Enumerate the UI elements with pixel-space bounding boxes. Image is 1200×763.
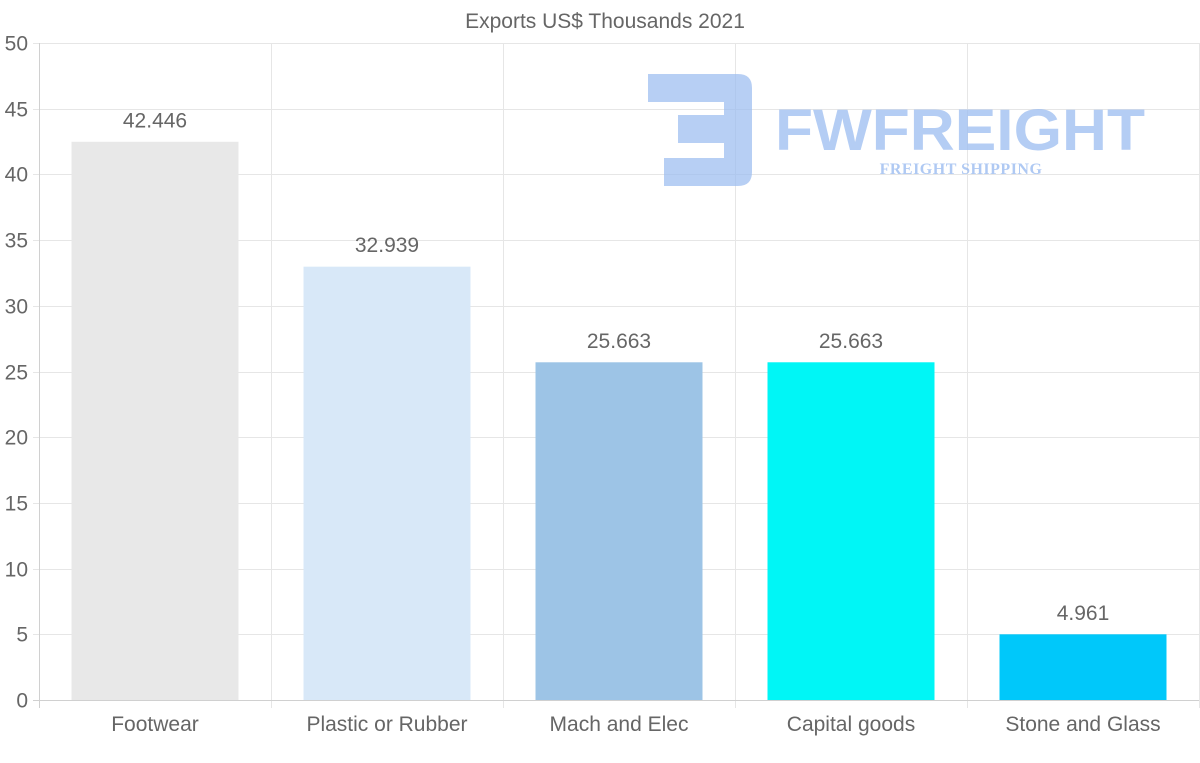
bar-plastic-or-rubber[interactable] bbox=[303, 266, 471, 701]
data-label: 42.446 bbox=[123, 109, 187, 132]
y-tick-label: 15 bbox=[5, 493, 28, 516]
data-label: 32.939 bbox=[355, 234, 419, 257]
y-tick-label: 45 bbox=[5, 99, 28, 122]
data-label: 25.663 bbox=[587, 330, 651, 353]
data-label: 4.961 bbox=[1057, 602, 1110, 625]
bars bbox=[71, 141, 1167, 701]
y-axis: 0 5 10 15 20 25 30 35 40 45 50 bbox=[5, 33, 28, 713]
y-tick-label: 0 bbox=[16, 690, 28, 713]
x-tick-label: Plastic or Rubber bbox=[306, 713, 467, 736]
x-tick-label: Footwear bbox=[111, 713, 199, 736]
data-labels: 42.446 32.939 25.663 25.663 4.961 bbox=[123, 109, 1109, 625]
watermark-tagline: FREIGHT SHIPPING bbox=[880, 161, 1043, 178]
bar-capital-goods[interactable] bbox=[767, 362, 935, 701]
x-tick-label: Stone and Glass bbox=[1005, 713, 1160, 736]
y-tick-label: 35 bbox=[5, 230, 28, 253]
bar-mach-and-elec[interactable] bbox=[535, 362, 703, 701]
chart-title: Exports US$ Thousands 2021 bbox=[465, 10, 745, 33]
data-label: 25.663 bbox=[819, 330, 883, 353]
bar-stone-and-glass[interactable] bbox=[999, 634, 1167, 701]
y-tick-label: 20 bbox=[5, 427, 28, 450]
y-tick-label: 40 bbox=[5, 164, 28, 187]
fwfreight-logo-icon bbox=[648, 74, 752, 186]
y-tick-label: 10 bbox=[5, 559, 28, 582]
x-tick-label: Mach and Elec bbox=[550, 713, 689, 736]
x-axis: Footwear Plastic or Rubber Mach and Elec Ca… bbox=[33, 700, 1199, 736]
y-tick-label: 5 bbox=[16, 624, 28, 647]
bar-footwear[interactable] bbox=[71, 141, 239, 701]
y-tick-label: 50 bbox=[5, 33, 28, 56]
watermark-brand: FWFREIGHT bbox=[775, 98, 1145, 163]
x-tick-label: Capital goods bbox=[787, 713, 915, 736]
y-tick-label: 30 bbox=[5, 296, 28, 319]
y-tick-label: 25 bbox=[5, 362, 28, 385]
watermark-logo: FWFREIGHT FREIGHT SHIPPING bbox=[648, 74, 1145, 186]
